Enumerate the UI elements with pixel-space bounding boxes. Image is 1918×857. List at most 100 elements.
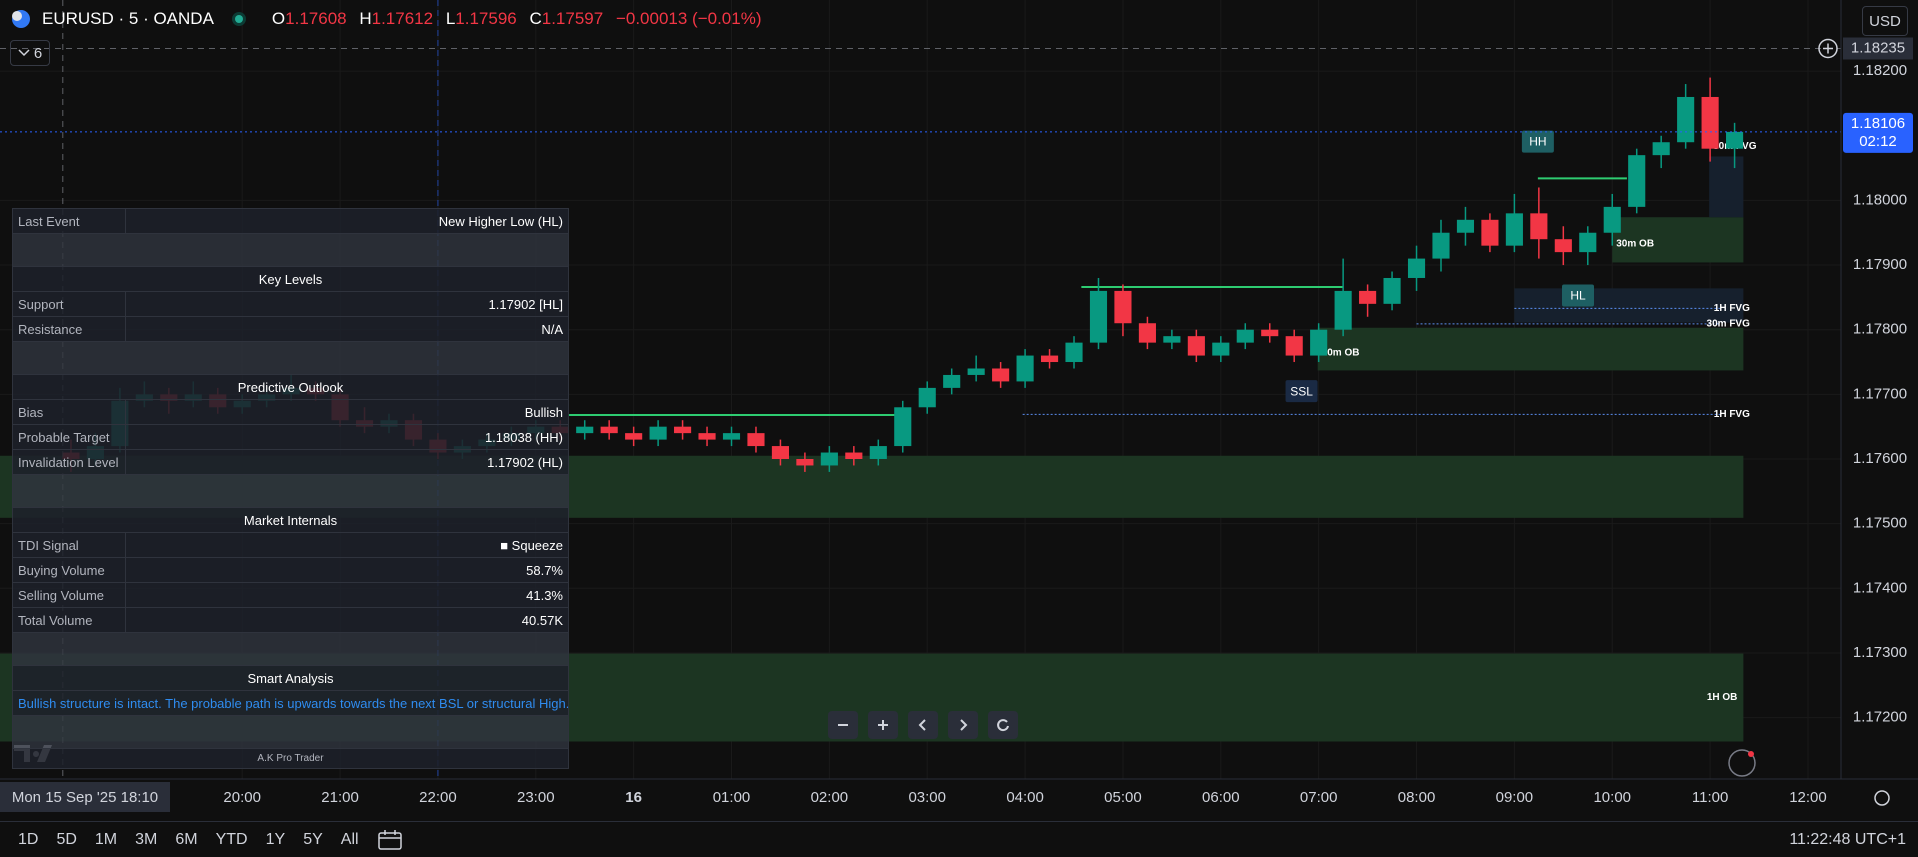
zone (1317, 327, 1744, 371)
x-tick-label: 03:00 (908, 789, 946, 806)
row-value: 41.3% (125, 582, 569, 608)
notify-dot (1748, 751, 1754, 757)
status-dot (231, 12, 246, 26)
candle-body (1212, 342, 1230, 356)
ohlc-label: C (529, 9, 542, 28)
candle-body (992, 368, 1010, 382)
date-range-icon[interactable] (377, 829, 403, 851)
candle-body (698, 433, 716, 440)
y-tick-label: 1.17800 (1853, 321, 1907, 338)
fvg-label: 1H FVG (1714, 303, 1750, 314)
zone (1612, 217, 1744, 263)
row-label: Last Event (12, 208, 126, 234)
bottom-toolbar: 1D 5D 1M 3M 6M YTD 1Y 5Y All (0, 821, 1918, 857)
countdown: 02:12 (1859, 133, 1897, 150)
fvg-label: 30m FVG (1707, 319, 1751, 330)
candle-body (1628, 155, 1646, 207)
candle-body (1285, 336, 1303, 356)
section-title: Key Levels (12, 266, 569, 292)
x-tick-label: 16 (625, 789, 642, 806)
candle-body (1677, 96, 1695, 143)
candle-body (1114, 290, 1132, 324)
y-tick-label: 1.17300 (1853, 644, 1907, 661)
marker (1285, 380, 1318, 403)
range-button[interactable]: All (340, 830, 359, 848)
candle-body (600, 426, 618, 434)
ohlc-label: L (445, 9, 456, 28)
candle-body (1163, 336, 1181, 343)
candle-body (625, 433, 643, 440)
marker (1562, 284, 1594, 307)
range-button[interactable]: YTD (215, 830, 248, 848)
marker-label: HL (1570, 289, 1586, 303)
marker-label: HH (1529, 135, 1546, 149)
row-value: ■ Squeeze (125, 532, 569, 558)
crosshair-time-tag (0, 782, 170, 812)
row-label: Support (12, 291, 126, 317)
range-button[interactable]: 1D (18, 830, 39, 848)
candle-body (722, 433, 741, 440)
crosshair-price-label: 1.18235 (1851, 39, 1905, 56)
zoom-in[interactable] (868, 711, 898, 739)
range-button[interactable]: 5D (56, 830, 77, 848)
currency-button[interactable]: USD (1862, 6, 1908, 36)
row-label: Buying Volume (12, 557, 126, 583)
x-tick-label: 12:00 (1789, 789, 1827, 806)
reset[interactable] (988, 711, 1018, 739)
range-button[interactable]: 3M (135, 830, 158, 848)
zoom-out[interactable] (828, 711, 858, 739)
y-tick-label: 1.17400 (1853, 579, 1907, 596)
y-tick-label: 1.17600 (1853, 450, 1907, 467)
y-tick-label: 1.17900 (1853, 256, 1907, 273)
candle-body (1334, 290, 1352, 330)
quick-icon (1728, 749, 1756, 777)
x-tick-label: 08:00 (1398, 789, 1436, 806)
spacer (12, 233, 569, 267)
zone-label: 30m OB (1616, 238, 1654, 249)
scroll-left[interactable] (908, 711, 938, 739)
crosshair-time-label: Mon 15 Sep '25 18:10 (12, 789, 158, 806)
candle-body (1089, 290, 1108, 343)
row-label: Probable Target (12, 424, 126, 450)
symbol[interactable]: EURUSD · 5 · OANDA (42, 9, 214, 28)
row-value: New Higher Low (HL) (125, 208, 569, 234)
candle-body (576, 426, 594, 434)
candle-body (1236, 329, 1254, 343)
row-value: Bullish (125, 399, 569, 425)
candle-body (1726, 131, 1744, 149)
indicators-toggle[interactable]: 6 (10, 40, 50, 66)
add-alert-icon (1818, 38, 1838, 59)
row-value: 1.17902 (HL) (125, 449, 569, 475)
range-button[interactable]: 1Y (265, 830, 286, 848)
range-button[interactable]: 1M (94, 830, 118, 848)
x-tick-label: 11:00 (1692, 789, 1728, 806)
candle-body (796, 458, 814, 466)
scroll-right[interactable] (948, 711, 978, 739)
settings-icon (1874, 790, 1890, 806)
y-tick-label: 1.17500 (1853, 515, 1907, 532)
y-tick-label: 1.17200 (1853, 709, 1907, 726)
change: −0.00013 (−0.01%) (615, 9, 762, 28)
ohlc-value: 1.17596 (455, 9, 517, 28)
range-button[interactable]: 6M (175, 830, 198, 848)
x-tick-label: 01:00 (713, 789, 751, 806)
candle-body (1505, 213, 1523, 246)
row-value: 1.18038 (HH) (125, 424, 569, 450)
candle-body (1652, 142, 1670, 156)
range-button[interactable]: 5Y (303, 830, 323, 848)
zone (1709, 156, 1744, 218)
analysis-text: Bullish structure is intact. The probabl… (12, 690, 569, 716)
section-title: Market Internals (12, 507, 569, 533)
candle-body (1554, 239, 1572, 253)
candle-body (1407, 258, 1426, 278)
clock[interactable]: 11:22:48 UTC+1 (1789, 831, 1906, 848)
candle-body (1065, 342, 1083, 363)
row-label: Invalidation Level (12, 449, 126, 475)
x-tick-label: 04:00 (1006, 789, 1044, 806)
panel-footer: A.K Pro Trader (12, 748, 569, 769)
ohlc-value: 1.17597 (541, 9, 604, 28)
candle-body (771, 446, 789, 459)
x-tick-label: 06:00 (1202, 789, 1240, 806)
crosshair-price-tag (1843, 37, 1913, 60)
